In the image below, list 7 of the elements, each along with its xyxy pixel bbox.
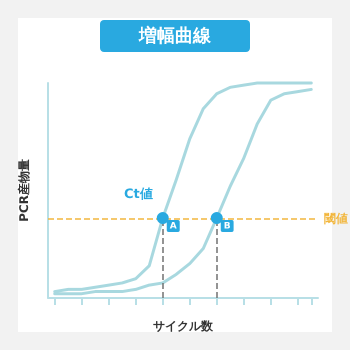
y-axis-title: PCR産物量 <box>17 159 31 222</box>
chart-title: 増幅曲線 <box>138 24 212 46</box>
x-axis-title: サイクル数 <box>153 319 214 333</box>
annotation: A <box>170 222 177 232</box>
annotation: B <box>224 222 231 232</box>
annotation: Ct値 <box>124 187 153 202</box>
ref-line-label: 閾値 <box>324 211 348 226</box>
